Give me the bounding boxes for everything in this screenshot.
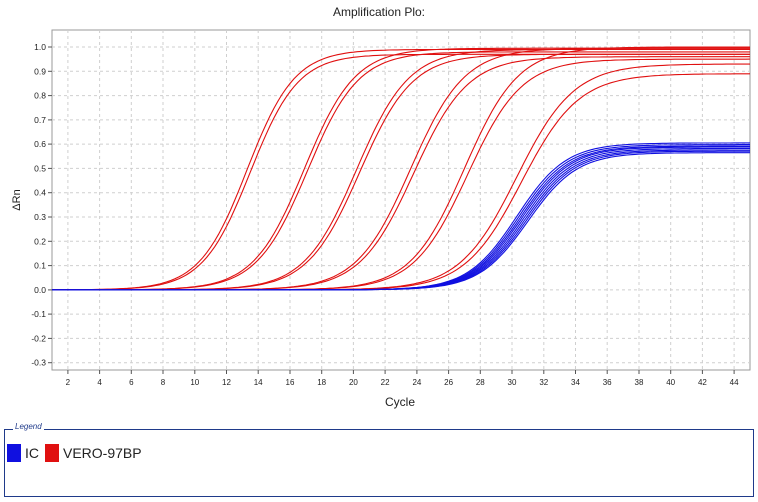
x-tick-label: 44: [730, 378, 739, 387]
legend-swatch-ic: [7, 444, 21, 462]
x-tick-label: 36: [603, 378, 612, 387]
y-tick-label: 0.2: [34, 236, 46, 246]
legend-caption: Legend: [13, 422, 44, 431]
y-tick-label: 0.7: [34, 115, 46, 125]
amplification-plot: 2 4 6 8 10 12 14 16 18 20 22 24 26 28 30 32 34 36 38 40 42 44…: [11, 29, 751, 409]
y-tick-label: 0.3: [34, 212, 46, 222]
x-tick-label: 26: [444, 378, 453, 387]
legend-item-vero-97bp: VERO-97BP: [45, 444, 142, 462]
x-tick-label: 32: [539, 378, 548, 387]
x-tick-label: 24: [412, 378, 421, 387]
x-tick-label: 38: [635, 378, 644, 387]
legend-item-ic: IC: [7, 444, 39, 462]
x-tick-label: 34: [571, 378, 580, 387]
chart-title: Amplification Plo:: [332, 5, 426, 19]
x-tick-label: 18: [317, 378, 326, 387]
series-lines: [52, 46, 751, 291]
legend-box: Legend IC VERO-97BP: [4, 422, 754, 497]
y-axis-label: ΔRn: [11, 189, 23, 210]
y-tick-label: 0.6: [34, 139, 46, 149]
x-tick-label: 6: [129, 378, 134, 387]
x-tick-label: 8: [161, 378, 166, 387]
x-tick-label: 40: [666, 378, 675, 387]
y-tick-label: 0.9: [34, 66, 46, 76]
x-tick-label: 22: [381, 378, 390, 387]
legend-label-vero-97bp: VERO-97BP: [63, 445, 142, 461]
axis-ticks: 2 4 6 8 10 12 14 16 18 20 22 24 26 28 30 32 34 36 38 40 42 44…: [31, 42, 739, 387]
y-tick-label: 0.5: [34, 163, 46, 173]
x-tick-label: 4: [97, 378, 102, 387]
legend-swatch-vero-97bp: [45, 444, 59, 462]
x-tick-label: 14: [254, 378, 263, 387]
x-tick-label: 2: [66, 378, 71, 387]
series-line-vero-97bp: [52, 51, 750, 291]
x-tick-label: 16: [286, 378, 295, 387]
x-tick-label: 28: [476, 378, 485, 387]
x-tick-label: 12: [222, 378, 231, 387]
x-axis-label: Cycle: [385, 395, 415, 409]
y-tick-label: 1.0: [34, 42, 46, 52]
x-tick-label: 10: [190, 378, 199, 387]
x-tick-label: 42: [698, 378, 707, 387]
series-line-ic: [52, 152, 750, 291]
y-tick-label: -0.3: [31, 358, 46, 368]
x-tick-label: 20: [349, 378, 358, 387]
y-tick-label: 0.1: [34, 261, 46, 271]
y-tick-label: 0.8: [34, 91, 46, 101]
x-tick-label: 30: [508, 378, 517, 387]
legend-label-ic: IC: [25, 445, 39, 461]
y-tick-label: 0.4: [34, 188, 46, 198]
y-tick-label: -0.2: [31, 333, 46, 343]
y-tick-label: 0.0: [34, 285, 46, 295]
y-tick-label: -0.1: [31, 309, 46, 319]
